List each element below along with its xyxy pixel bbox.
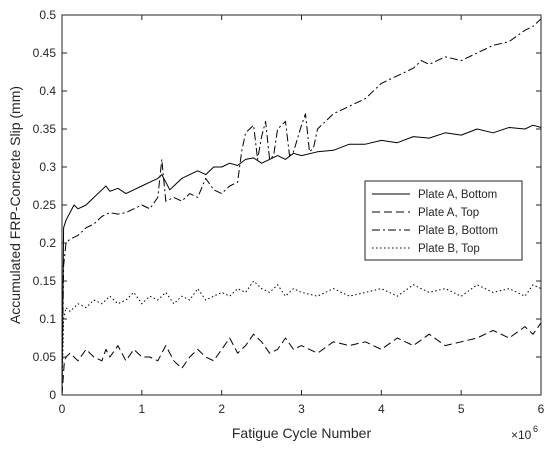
x-tick-label: 0 — [59, 402, 66, 416]
x-exponent-base: ×10 — [511, 428, 532, 442]
y-tick-label: 0.15 — [33, 274, 57, 288]
y-tick-label: 0.3 — [39, 160, 56, 174]
x-tick-label: 2 — [218, 402, 225, 416]
series-line-1 — [61, 124, 542, 396]
y-tick-label: 0.4 — [39, 84, 56, 98]
series-line-3 — [61, 18, 542, 396]
y-tick-label: 0.25 — [33, 198, 57, 212]
y-tick-label: 0 — [49, 388, 56, 402]
x-tick-label: 4 — [378, 402, 385, 416]
x-axis-exponent: ×10 6 — [511, 424, 538, 442]
legend-label-3: Plate B, Bottom — [418, 225, 498, 237]
x-tick-label: 6 — [538, 402, 545, 416]
series-line-2 — [61, 322, 542, 396]
x-axis: 0 1 2 3 4 5 6 — [59, 15, 545, 416]
x-tick-label: 3 — [298, 402, 305, 416]
series-layer — [61, 18, 542, 396]
x-axis-label: Fatigue Cycle Number — [232, 425, 372, 441]
y-tick-label: 0.45 — [33, 46, 57, 60]
y-axis-label: Accumulated FRP-Concrete Slip (mm) — [7, 86, 23, 324]
legend-label-4: Plate B, Top — [418, 243, 480, 255]
y-tick-label: 0.2 — [39, 236, 56, 250]
y-tick-label: 0.35 — [33, 122, 57, 136]
y-axis: 0 0.05 0.1 0.15 0.2 0.25 0.3 0.35 0.4 0.45 0.5 — [33, 8, 541, 402]
x-exponent-power: 6 — [533, 424, 538, 434]
legend-label-1: Plate A, Bottom — [418, 189, 497, 201]
y-tick-label: 0.1 — [39, 312, 56, 326]
x-tick-label: 1 — [138, 402, 145, 416]
y-tick-label: 0.5 — [39, 8, 56, 22]
legend-label-2: Plate A, Top — [418, 207, 479, 219]
y-tick-label: 0.05 — [33, 350, 57, 364]
x-tick-label: 5 — [458, 402, 465, 416]
legend: Plate A, Bottom Plate A, Top Plate B, Bott… — [364, 180, 523, 261]
